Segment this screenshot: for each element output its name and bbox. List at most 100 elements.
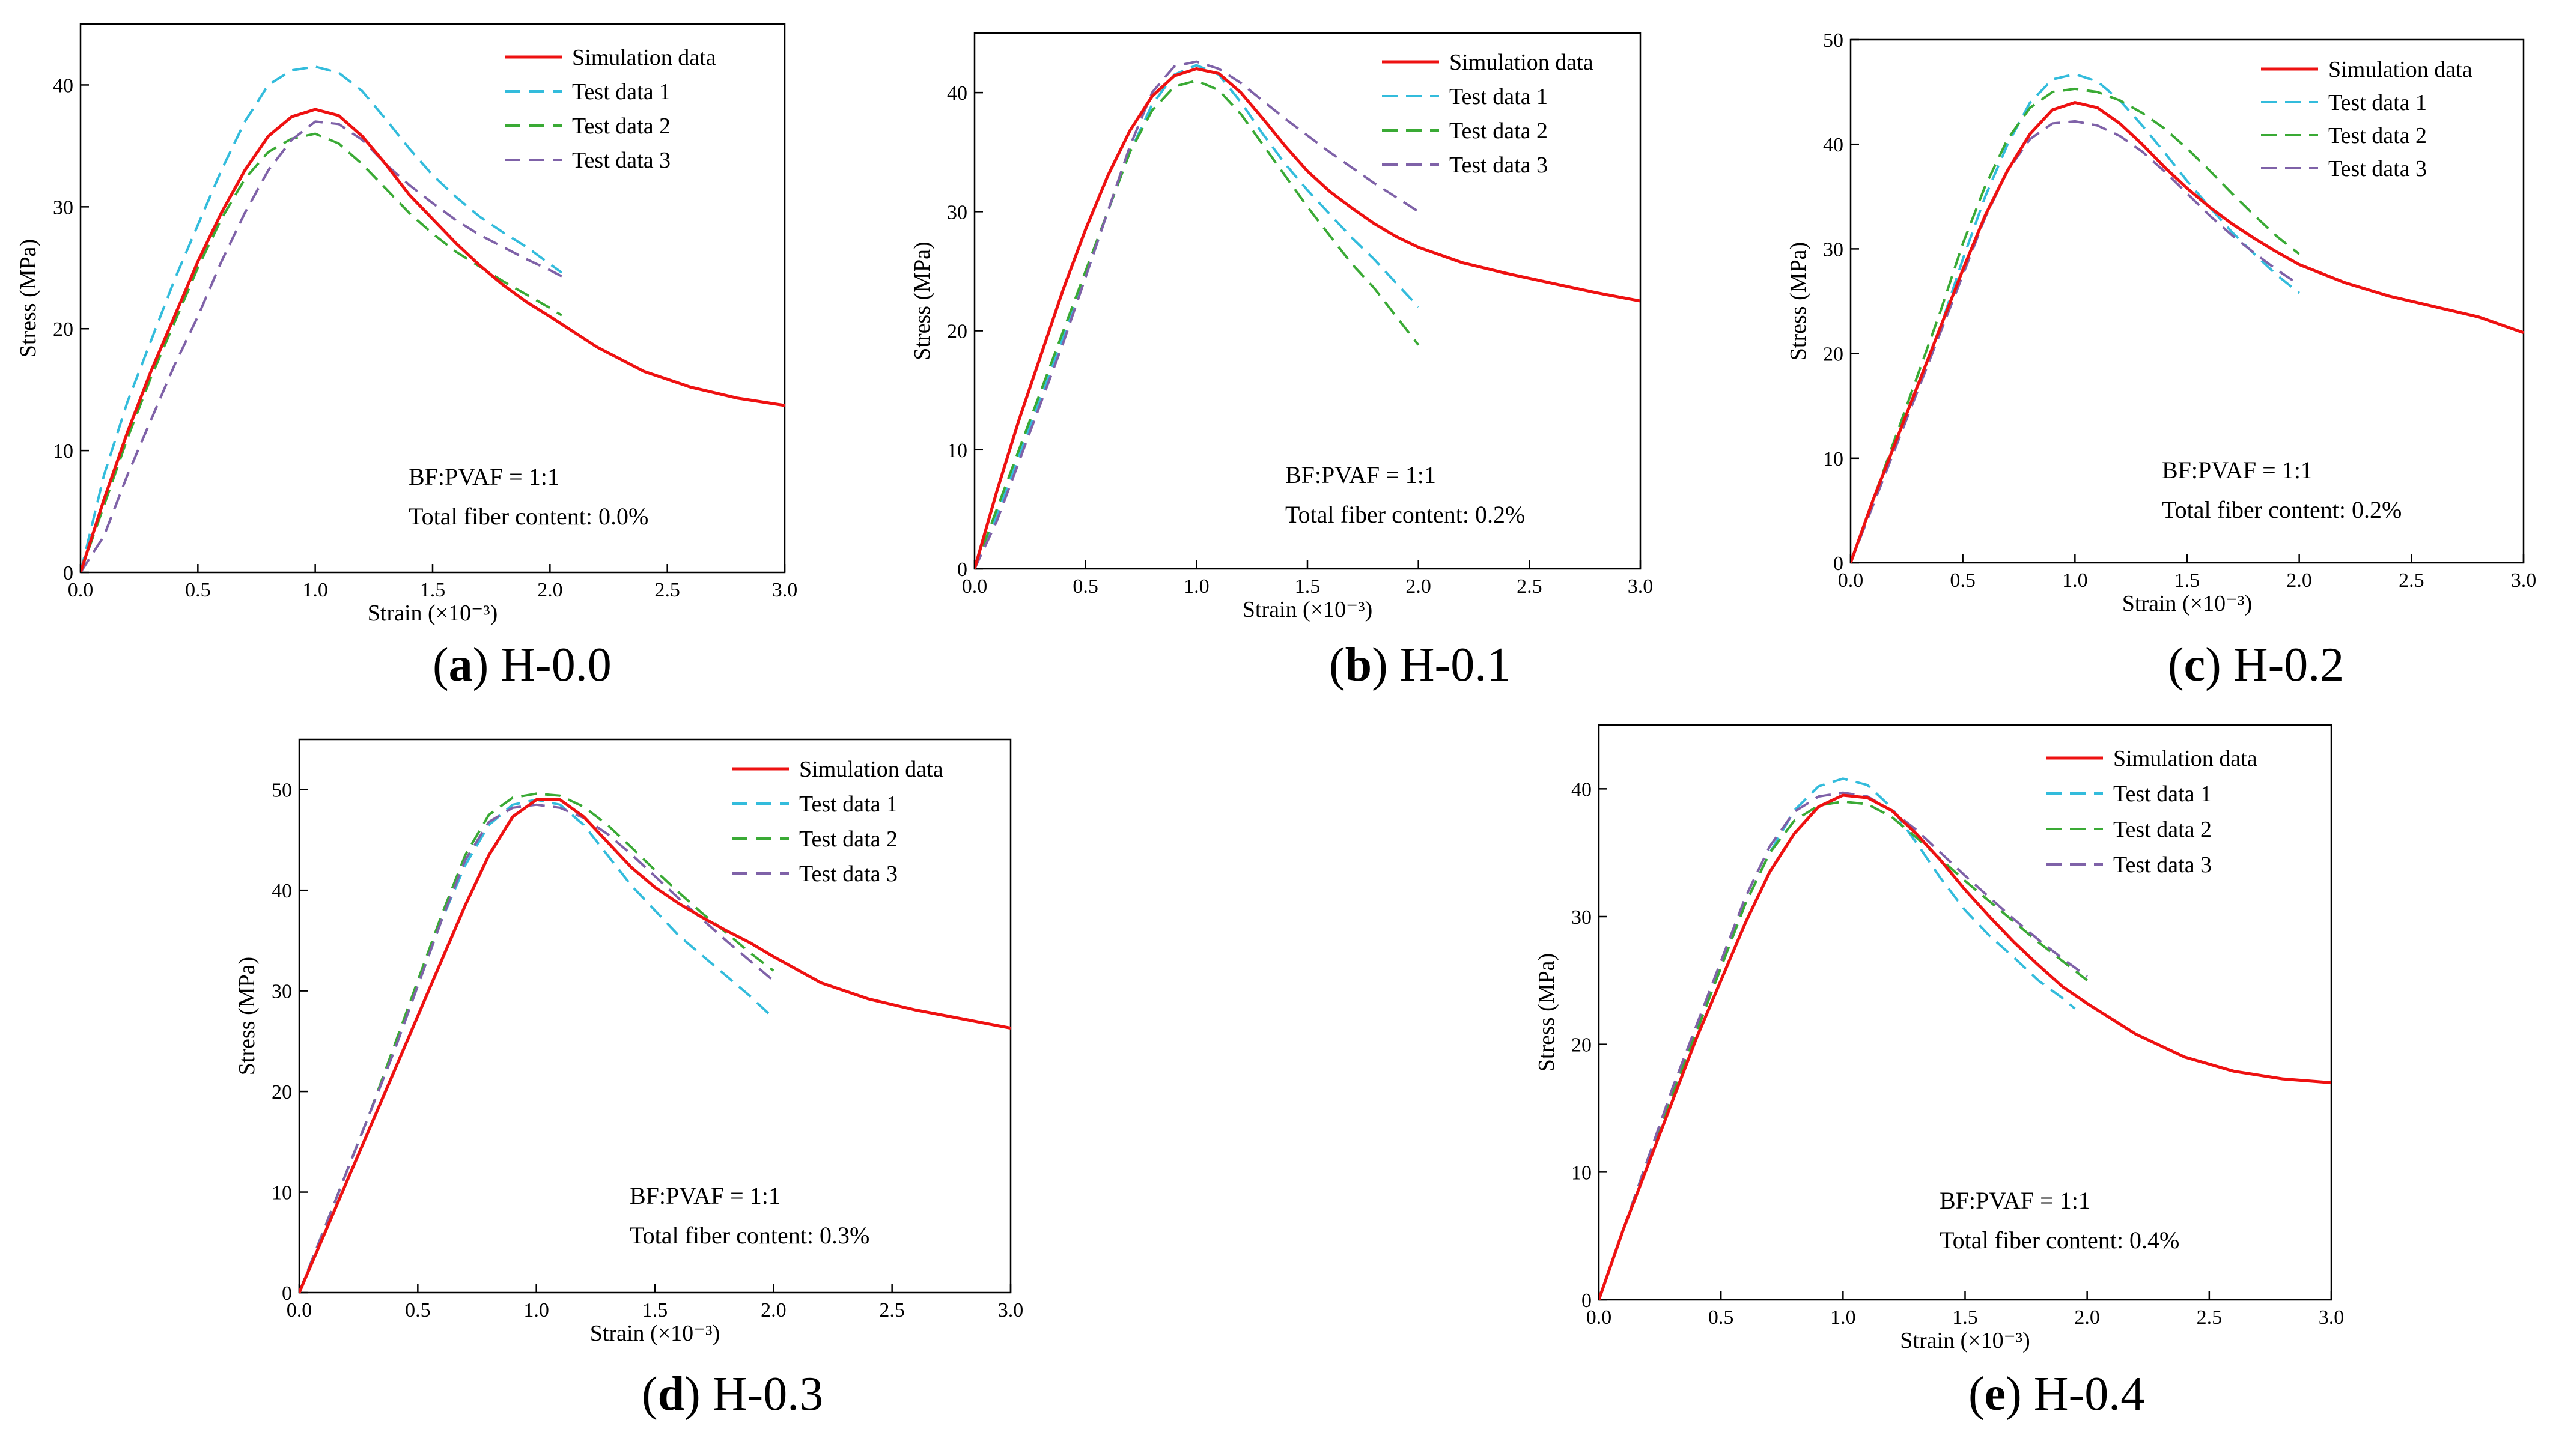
legend-label: Test data 1 (2113, 781, 2212, 807)
series-line-simulation-data (81, 108, 785, 572)
x-tick-label: 2.0 (2074, 1306, 2100, 1329)
series-line-test-data-3 (81, 120, 562, 572)
x-tick-label: 1.0 (523, 1299, 549, 1321)
y-tick-label: 10 (53, 440, 73, 463)
y-tick-label: 20 (947, 321, 967, 343)
y-tick-label: 20 (1823, 344, 1843, 366)
caption-open-paren: ( (642, 1368, 658, 1421)
panel-caption: (b) H-0.1 (1329, 639, 1511, 691)
y-axis-title: Stress (MPa) (1534, 953, 1559, 1072)
y-tick-label: 50 (272, 780, 292, 802)
caption-letter: d (658, 1368, 685, 1421)
series-line-simulation-data (299, 798, 1011, 1293)
y-tick-label: 30 (1571, 906, 1592, 929)
legend-label: Test data 1 (1449, 84, 1548, 109)
chart-annotation: BF:PVAF = 1:1 (409, 463, 559, 490)
y-tick-label: 0 (1833, 553, 1843, 575)
caption-open-paren: ( (2168, 639, 2184, 691)
caption-open-paren: ( (433, 639, 449, 691)
chart-annotation: BF:PVAF = 1:1 (630, 1182, 781, 1209)
chart-panel-d: 0.0 0.5 1.0 1.5 2.0 2.5 3.0 0 10 20 30 40 50 Strain (… (234, 738, 1024, 1421)
x-tick-label: 1.5 (1295, 575, 1321, 598)
series-line-test-data-3 (1851, 120, 2300, 563)
caption-letter: b (1345, 639, 1372, 691)
x-tick-label: 2.5 (2399, 569, 2424, 592)
chart-panel-b: 0.0 0.5 1.0 1.5 2.0 2.5 3.0 0 10 20 30 40 Strain (×1… (910, 32, 1654, 691)
series-line-test-data-1 (299, 798, 774, 1293)
x-tick-label: 3.0 (2511, 569, 2537, 592)
panel-caption: (e) H-0.4 (1968, 1368, 2144, 1421)
panel-caption: (c) H-0.2 (2168, 639, 2344, 691)
series-line-test-data-1 (1599, 777, 2076, 1300)
x-tick-label: 2.5 (654, 579, 680, 601)
series-line-test-data-3 (1599, 791, 2088, 1300)
x-tick-label: 0.5 (1708, 1306, 1734, 1329)
x-tick-label: 3.0 (2319, 1306, 2345, 1329)
x-tick-label: 1.0 (2062, 569, 2088, 592)
series-line-test-data-3 (299, 803, 774, 1293)
legend-label: Simulation data (2328, 57, 2472, 82)
chart-panel-e: 0.0 0.5 1.0 1.5 2.0 2.5 3.0 0 10 20 30 40 Strain (×1… (1534, 724, 2345, 1421)
legend-label: Test data 2 (572, 114, 671, 139)
y-tick-label: 30 (272, 981, 292, 1003)
caption-title: H-0.2 (2233, 639, 2344, 691)
caption-close-paren: ) (684, 1368, 713, 1421)
plot-frame (973, 32, 1642, 570)
y-tick-label: 10 (1823, 448, 1843, 470)
y-tick-label: 10 (947, 440, 967, 462)
x-tick-label: 1.0 (1830, 1306, 1856, 1329)
legend-label: Test data 1 (799, 792, 898, 817)
legend-label: Test data 3 (1449, 153, 1548, 178)
x-tick-label: 3.0 (1628, 575, 1654, 598)
caption-close-paren: ) (1372, 639, 1400, 691)
y-tick-label: 40 (1823, 134, 1843, 156)
y-tick-label: 40 (53, 74, 73, 97)
panel-caption: (d) H-0.3 (642, 1368, 823, 1421)
legend-label: Test data 3 (799, 861, 898, 887)
y-axis-title: Stress (MPa) (16, 239, 41, 357)
y-tick-label: 0 (282, 1282, 292, 1305)
y-tick-label: 30 (947, 201, 967, 223)
series-line-test-data-2 (299, 792, 774, 1293)
x-tick-label: 1.5 (420, 579, 446, 601)
x-tick-label: 3.0 (998, 1299, 1024, 1321)
caption-title: H-0.0 (501, 639, 611, 691)
x-axis-title: Strain (×10⁻³) (1243, 597, 1372, 622)
x-tick-label: 2.5 (1517, 575, 1542, 598)
chart-panel-c: 0.0 0.5 1.0 1.5 2.0 2.5 3.0 0 10 20 30 40 50 Strain (… (1786, 29, 2536, 691)
x-tick-label: 2.0 (537, 579, 563, 601)
x-tick-label: 2.0 (1405, 575, 1431, 598)
x-tick-label: 2.5 (2197, 1306, 2223, 1329)
x-tick-label: 2.0 (2286, 569, 2312, 592)
y-tick-label: 0 (957, 559, 967, 581)
chart-annotation: BF:PVAF = 1:1 (2162, 457, 2313, 484)
caption-close-paren: ) (2006, 1368, 2034, 1421)
chart-annotation: BF:PVAF = 1:1 (1940, 1187, 2090, 1214)
y-tick-label: 10 (1571, 1162, 1592, 1184)
legend-label: Simulation data (2113, 746, 2257, 771)
y-tick-label: 0 (1581, 1290, 1592, 1312)
series-line-test-data-2 (1851, 87, 2300, 563)
y-axis-title: Stress (MPa) (910, 241, 935, 360)
series-line-simulation-data (1851, 101, 2524, 563)
x-tick-label: 0.0 (1586, 1306, 1612, 1329)
y-tick-label: 20 (53, 318, 73, 341)
legend-label: Simulation data (1449, 50, 1593, 75)
x-tick-label: 0.0 (68, 579, 94, 601)
x-tick-label: 1.0 (302, 579, 328, 601)
caption-close-paren: ) (2205, 639, 2233, 691)
series-line-test-data-1 (975, 64, 1420, 569)
legend-label: Test data 2 (2328, 123, 2427, 148)
chart-annotation: Total fiber content: 0.0% (409, 503, 648, 530)
legend-label: Test data 3 (572, 148, 671, 173)
chart-annotation: Total fiber content: 0.2% (1285, 501, 1525, 528)
x-tick-label: 0.5 (185, 579, 211, 601)
x-axis-title: Strain (×10⁻³) (2122, 591, 2252, 616)
series-line-test-data-1 (81, 65, 563, 572)
y-tick-label: 20 (1571, 1034, 1592, 1057)
series-line-simulation-data (975, 67, 1640, 569)
x-axis-title: Strain (×10⁻³) (590, 1321, 720, 1346)
x-tick-label: 0.0 (962, 575, 988, 598)
x-tick-label: 1.0 (1184, 575, 1210, 598)
x-tick-label: 1.5 (642, 1299, 668, 1321)
